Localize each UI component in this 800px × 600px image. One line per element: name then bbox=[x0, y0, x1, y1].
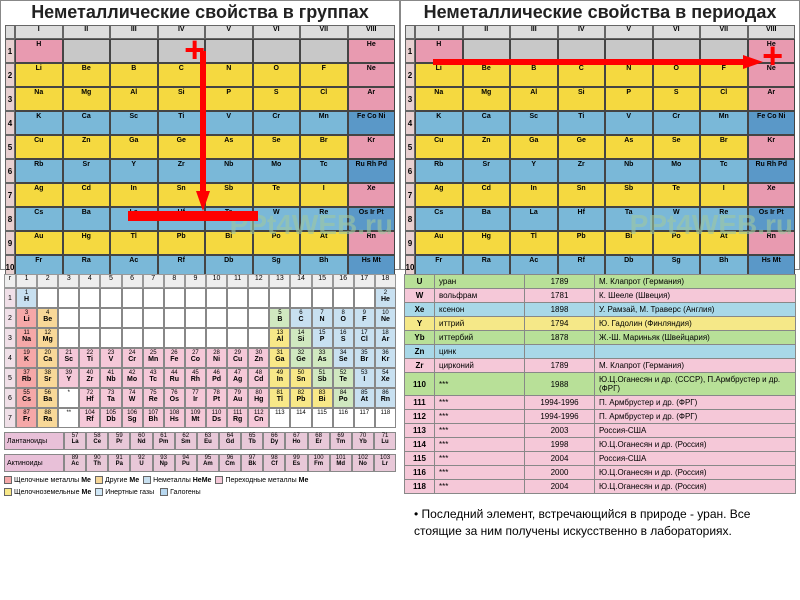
bullet-text: • Последний элемент, встречающийся в при… bbox=[404, 506, 796, 540]
title-periods: Неметаллические свойства в периодах bbox=[401, 1, 799, 24]
bottom-section: г12345678910111213141516171811H2He23Li4B… bbox=[0, 270, 800, 600]
red-bar-icon bbox=[128, 211, 258, 221]
modern-table-panel: г12345678910111213141516171811H2He23Li4B… bbox=[0, 270, 400, 600]
arrow-right-icon bbox=[433, 55, 763, 69]
panel-groups: Неметаллические свойства в группах IIIII… bbox=[0, 0, 400, 270]
panel-periods: Неметаллические свойства в периодах IIII… bbox=[400, 0, 800, 270]
bullet-content: Последний элемент, встречающийся в приро… bbox=[414, 507, 750, 538]
modern-periodic-table: г12345678910111213141516171811H2He23Li4B… bbox=[4, 274, 396, 496]
top-section: Неметаллические свойства в группах IIIII… bbox=[0, 0, 800, 270]
watermark: PPt4WEB.ru bbox=[630, 209, 793, 241]
title-groups: Неметаллические свойства в группах bbox=[1, 1, 399, 24]
plus-icon: + bbox=[184, 29, 205, 71]
plus-icon: + bbox=[762, 35, 783, 77]
arrow-down-icon bbox=[196, 51, 210, 211]
discovery-panel: Uуран1789М. Клапрот (Германия)Wвольфрам1… bbox=[400, 270, 800, 600]
discovery-table: Uуран1789М. Клапрот (Германия)Wвольфрам1… bbox=[404, 274, 796, 494]
